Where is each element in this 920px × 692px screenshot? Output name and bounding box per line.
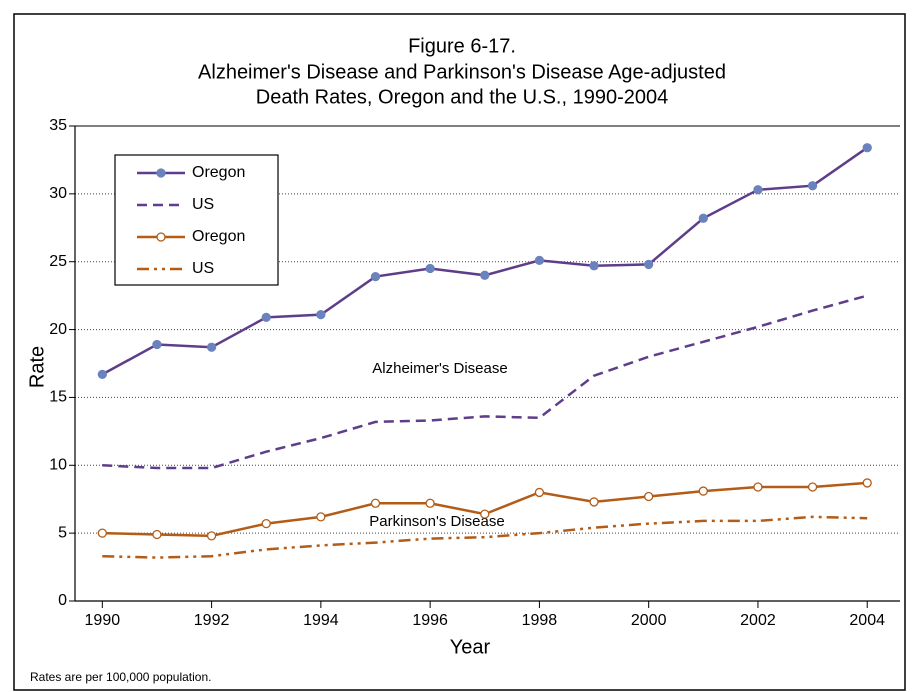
- marker: [589, 261, 599, 271]
- marker: [644, 259, 654, 270]
- marker: [425, 498, 435, 508]
- marker: [644, 491, 654, 502]
- marker: [698, 486, 708, 496]
- annotation: Alzheimer's Disease: [372, 360, 507, 377]
- chart-title: Death Rates, Oregon and the U.S., 1990-2…: [256, 86, 669, 108]
- marker: [862, 478, 872, 488]
- x-tick-label: 1998: [522, 612, 558, 629]
- frame: [13, 13, 906, 691]
- chart-title: Alzheimer's Disease and Parkinson's Dise…: [198, 61, 726, 83]
- x-tick-label: 1992: [194, 612, 230, 629]
- marker: [261, 518, 271, 529]
- marker: [370, 498, 381, 508]
- marker: [807, 181, 818, 191]
- legend-label: Oregon: [192, 228, 245, 245]
- marker: [97, 528, 107, 538]
- marker: [152, 339, 162, 350]
- series-line: [102, 294, 868, 470]
- marker: [753, 185, 763, 195]
- x-tick-label: 2004: [849, 612, 885, 629]
- marker: [206, 531, 217, 541]
- y-tick-label: 5: [58, 524, 67, 541]
- x-tick-label: 1996: [412, 612, 448, 629]
- annotation: Parkinson's Disease: [369, 513, 504, 530]
- marker: [698, 213, 708, 223]
- chart-title: Figure 6-17.: [408, 35, 516, 57]
- legend-marker: [156, 168, 166, 178]
- marker: [152, 529, 162, 540]
- marker: [534, 487, 545, 498]
- y-tick-label: 35: [49, 117, 67, 134]
- legend-marker: [156, 232, 166, 242]
- marker: [480, 270, 490, 280]
- y-tick-label: 10: [49, 457, 67, 474]
- marker: [807, 482, 818, 492]
- marker: [316, 512, 326, 522]
- y-tick-label: 30: [49, 185, 67, 202]
- marker: [97, 369, 107, 380]
- marker: [534, 255, 545, 266]
- y-tick-label: 25: [49, 253, 67, 270]
- marker: [480, 509, 490, 519]
- marker: [206, 342, 217, 352]
- marker: [589, 497, 599, 507]
- marker: [862, 143, 872, 153]
- legend-label: US: [192, 196, 214, 213]
- legend-box: [114, 154, 279, 286]
- marker: [316, 309, 326, 320]
- y-tick-label: 15: [49, 389, 67, 406]
- x-axis-label: Year: [450, 636, 491, 658]
- x-tick-label: 2000: [631, 612, 667, 629]
- marker: [261, 312, 271, 323]
- legend-label: US: [192, 260, 214, 277]
- y-tick-label: 20: [49, 321, 67, 338]
- legend-label: Oregon: [192, 164, 245, 181]
- x-tick-label: 2002: [740, 612, 776, 629]
- y-tick-label: 0: [58, 592, 67, 609]
- series-line: [102, 515, 868, 559]
- footnote: Rates are per 100,000 population.: [30, 670, 211, 684]
- x-tick-label: 1994: [303, 612, 339, 629]
- marker: [370, 271, 381, 282]
- marker: [753, 482, 763, 492]
- x-tick-label: 1990: [85, 612, 121, 629]
- y-axis-label: Rate: [26, 346, 48, 388]
- marker: [425, 263, 435, 274]
